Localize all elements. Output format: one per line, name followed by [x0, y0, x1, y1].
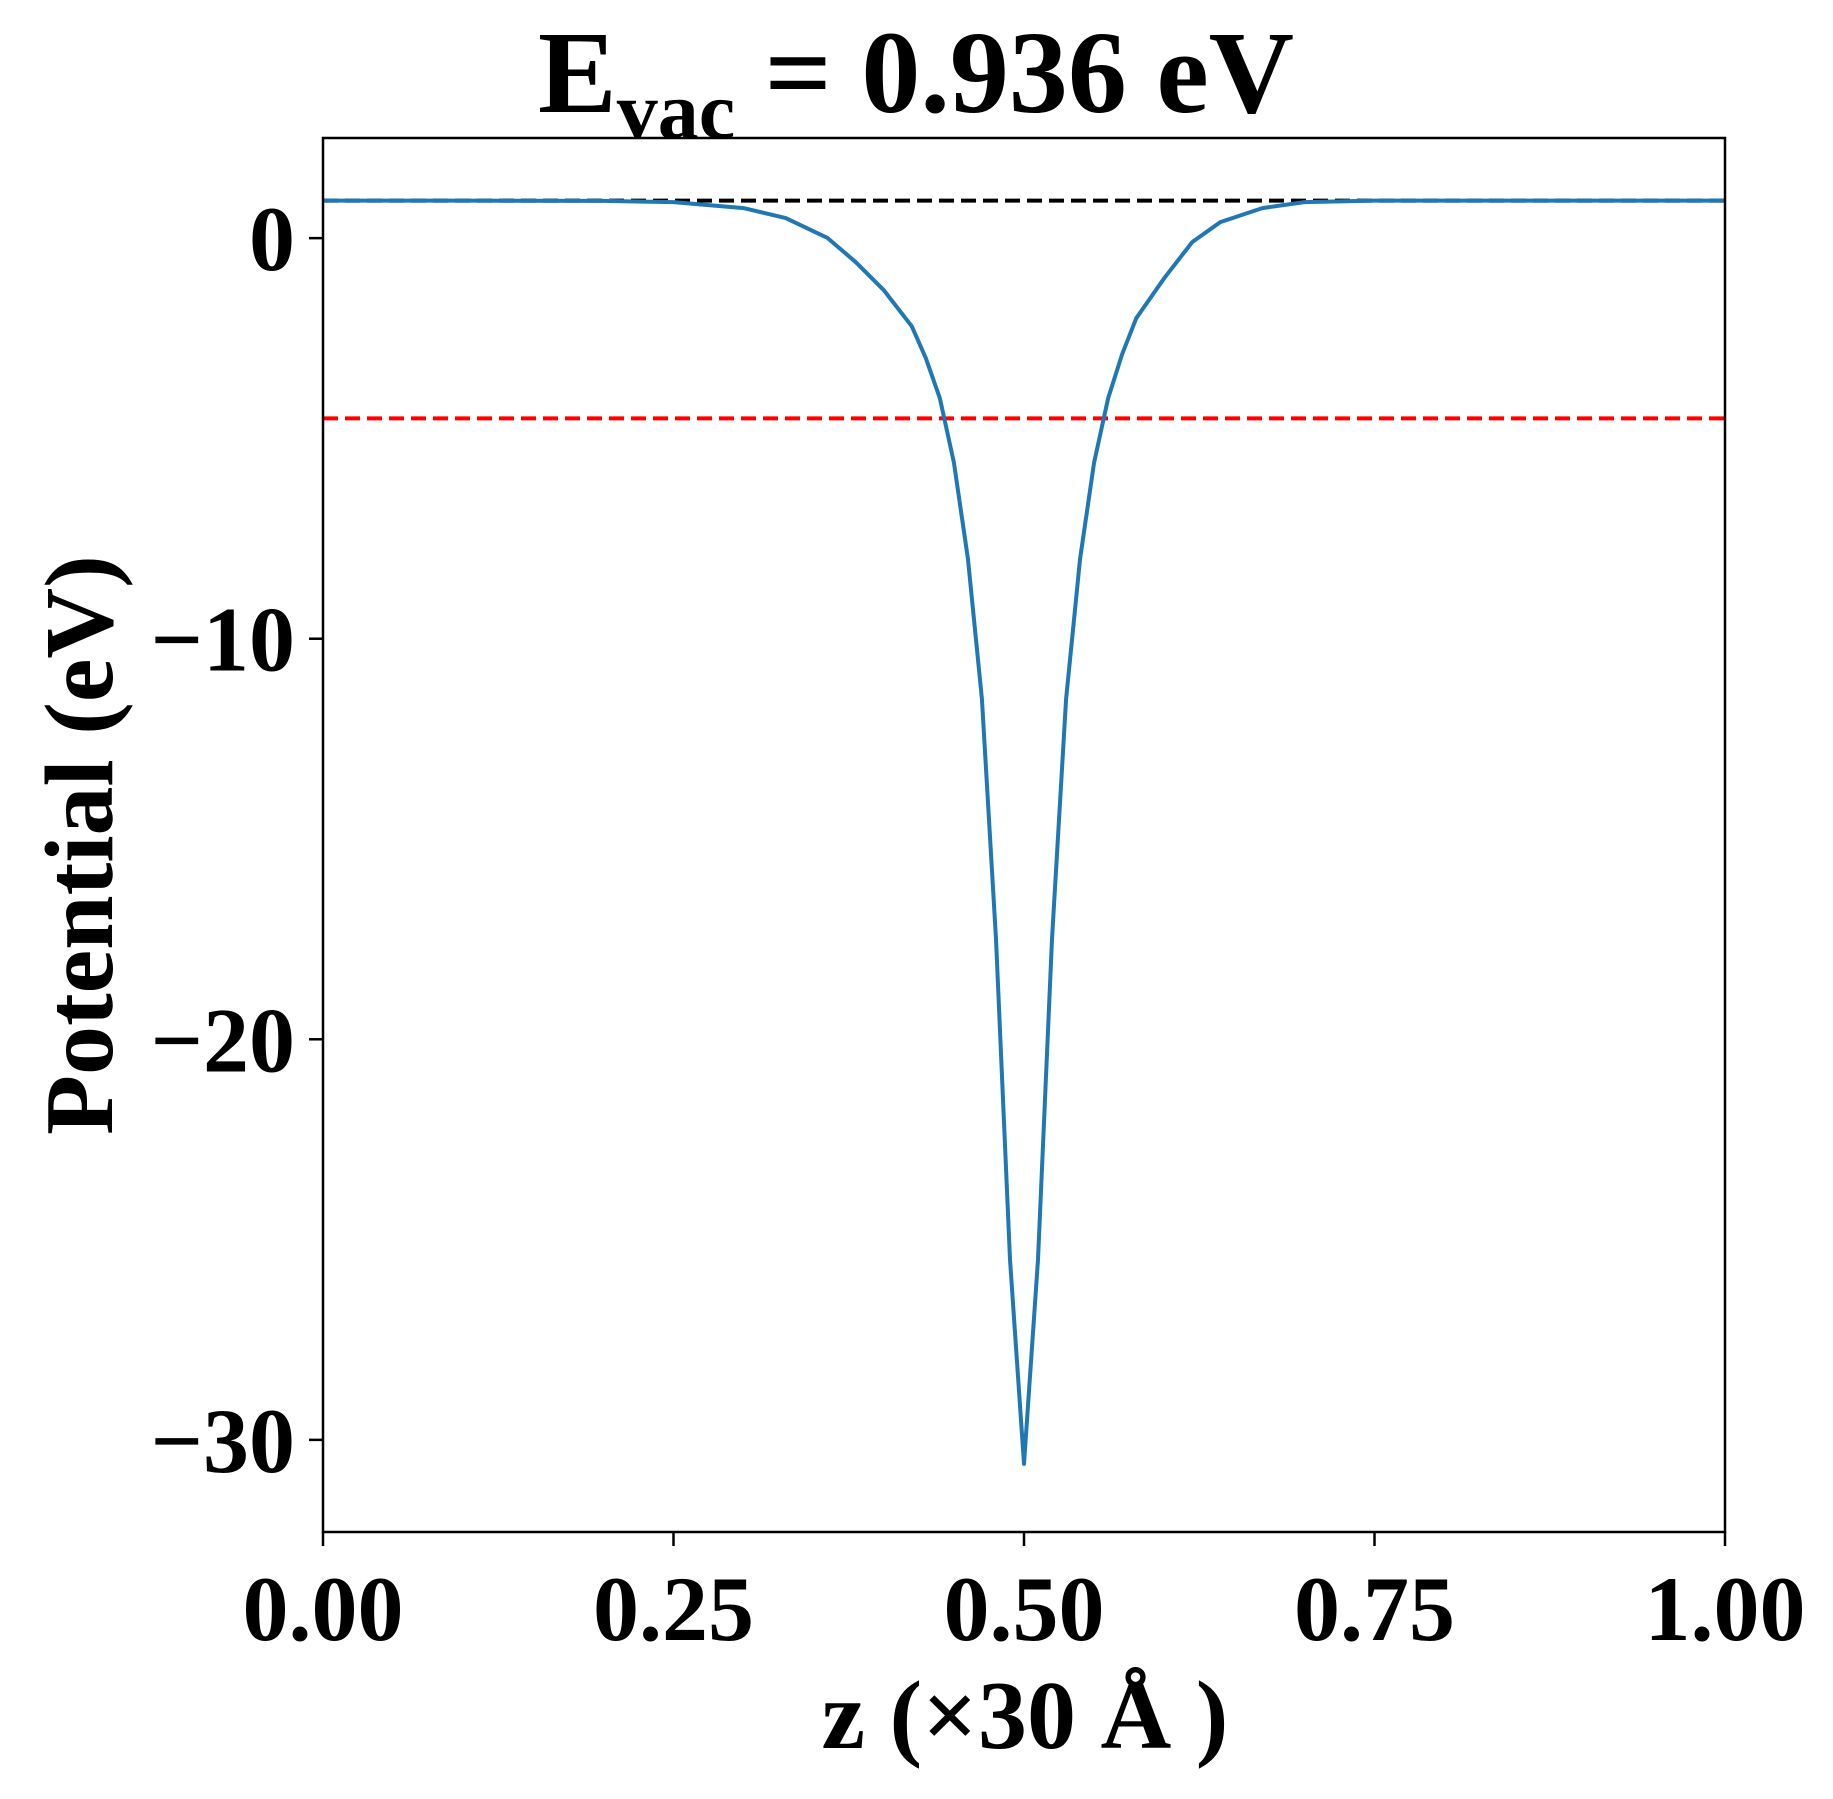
title-main: E [538, 7, 617, 138]
y-axis: 0 −10 −20 −30 [151, 188, 323, 1492]
y-tick-label: −30 [151, 1390, 295, 1492]
x-tick-label: 0.25 [593, 1558, 754, 1660]
x-axis: 0.00 0.25 0.50 0.75 1.00 [243, 1532, 1806, 1660]
y-tick-label: −20 [151, 989, 295, 1091]
plot-frame [321, 136, 1727, 1534]
y-tick-label: −10 [151, 589, 295, 691]
y-axis-label: Potential (eV) [26, 555, 134, 1135]
x-tick-label: 0.00 [243, 1558, 404, 1660]
plot-area [321, 136, 1727, 1534]
y-tick-label: 0 [249, 188, 295, 290]
title-subscript: vac [617, 65, 735, 156]
potential-line [323, 198, 1725, 1466]
chart-title: Evac = 0.936 eV [538, 7, 1294, 156]
x-tick-label: 0.75 [1294, 1558, 1455, 1660]
x-tick-label: 1.00 [1645, 1558, 1806, 1660]
title-rest: = 0.936 eV [735, 7, 1294, 138]
x-axis-label: z (×30 Å ) [822, 1662, 1229, 1770]
x-tick-label: 0.50 [944, 1558, 1105, 1660]
